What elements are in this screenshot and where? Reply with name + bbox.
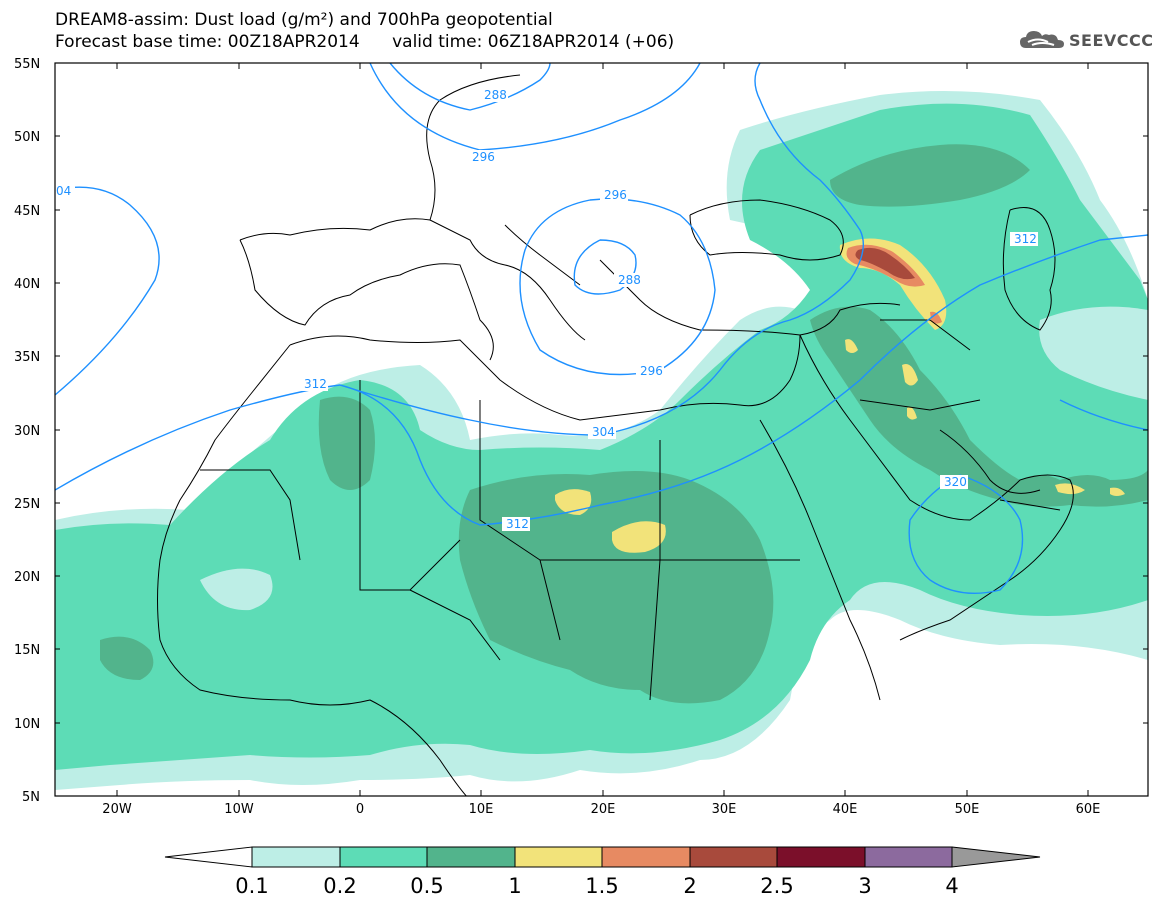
dust-area-2 — [855, 247, 915, 280]
lat-ticks — [55, 62, 1148, 724]
lat-label: 20N — [14, 570, 40, 585]
colorbar-label: 0.5 — [410, 874, 443, 898]
lon-label: 0 — [356, 802, 364, 817]
clean-patch-caspian — [1039, 306, 1148, 400]
colorbar-box-0 — [251, 846, 341, 868]
contour-label-304: 304 — [592, 425, 615, 439]
colorbar-box-6 — [776, 846, 866, 868]
lat-label: 55N — [14, 57, 40, 72]
lat-labels: 55N 50N 45N 40N 35N 30N 25N 20N 15N 10N … — [14, 57, 40, 805]
colorbar-label: 3 — [858, 874, 871, 898]
contour-label-288-greece: 288 — [618, 273, 641, 287]
colorbar-box-2 — [426, 846, 516, 868]
colorbar-label: 2 — [683, 874, 696, 898]
colorbar-label: 4 — [945, 874, 958, 898]
lon-label: 60E — [1076, 802, 1101, 817]
dust-area-1-e — [845, 339, 858, 353]
dust-area-1-f — [1055, 483, 1085, 495]
geopotential-contours — [55, 63, 1148, 595]
lon-label: 20E — [591, 802, 616, 817]
dust-area-0.5-e — [830, 144, 1030, 207]
contour-label-312-west: 312 — [304, 377, 327, 391]
logo-text: SEEVCCC — [1069, 30, 1154, 50]
colorbar-box-3 — [514, 846, 603, 868]
colorbar-label: 1 — [508, 874, 521, 898]
dust-area-1-d — [902, 364, 918, 386]
cloud-logo-icon — [1020, 31, 1064, 48]
contour-label-296-north: 296 — [472, 150, 495, 164]
dust-area-1-h — [907, 407, 917, 420]
lat-label: 10N — [14, 717, 40, 732]
dust-area-0.5 — [458, 471, 774, 704]
lat-label: 15N — [14, 643, 40, 658]
contour-label-312-central: 312 — [506, 517, 529, 531]
colorbar-over-arrow — [951, 846, 1041, 868]
lon-label: 30E — [712, 802, 737, 817]
map-title: DREAM8-assim: Dust load (g/m²) and 700hP… — [55, 10, 553, 30]
dust-area-1-g — [1110, 487, 1125, 496]
colorbar-box-1 — [339, 846, 428, 868]
colorbar-label: 1.5 — [585, 874, 618, 898]
lat-label: 5N — [22, 790, 40, 805]
dust-fields — [55, 91, 1148, 790]
dust-area-0.5-d — [100, 636, 154, 680]
contour-label-296-balkan: 296 — [604, 188, 627, 202]
dust-area-1.5-b — [930, 311, 942, 324]
lat-label: 40N — [14, 277, 40, 292]
colorbar-label: 0.2 — [323, 874, 356, 898]
lon-label: 20W — [102, 802, 132, 817]
lon-ticks — [116, 63, 1089, 796]
coastlines — [157, 74, 1074, 796]
colorbar-under-arrow — [164, 846, 253, 868]
colorbar-box-7 — [864, 846, 953, 868]
contour-labels: 288 296 304 296 288 296 312 04 312 312 3… — [55, 88, 1038, 531]
lon-label: 40E — [833, 802, 858, 817]
colorbar-label: 2.5 — [760, 874, 793, 898]
contour-label-304-west: 04 — [56, 184, 71, 198]
lat-label: 45N — [14, 204, 40, 219]
lon-labels: 20W 10W 0 10E 20E 30E 40E 50E 60E — [102, 802, 1100, 817]
contour-label-312-east: 312 — [1014, 232, 1037, 246]
contour-label-296-south: 296 — [640, 364, 663, 378]
lon-label: 10W — [224, 802, 254, 817]
colorbar-label: 0.1 — [235, 874, 268, 898]
dust-area-0.5-b — [810, 306, 1148, 507]
contour-label-288-north: 288 — [484, 88, 507, 102]
lat-label: 30N — [14, 424, 40, 439]
lon-label: 50E — [955, 802, 980, 817]
forecast-time-line: Forecast base time: 00Z18APR2014 valid t… — [55, 32, 675, 52]
dust-area-1-b — [612, 521, 666, 553]
dust-area-0.5-c — [318, 396, 375, 490]
colorbar-box-5 — [689, 846, 778, 868]
seevccc-logo: SEEVCCC — [1018, 27, 1154, 53]
colorbar-box-4 — [601, 846, 691, 868]
clean-patch-west — [200, 568, 273, 611]
colorbar: 0.1 0.2 0.5 1 1.5 2 2.5 3 4 — [164, 846, 1041, 898]
lat-label: 25N — [14, 497, 40, 512]
lat-label: 35N — [14, 350, 40, 365]
contour-label-320: 320 — [944, 475, 967, 489]
lon-label: 10E — [469, 802, 494, 817]
lat-label: 50N — [14, 130, 40, 145]
